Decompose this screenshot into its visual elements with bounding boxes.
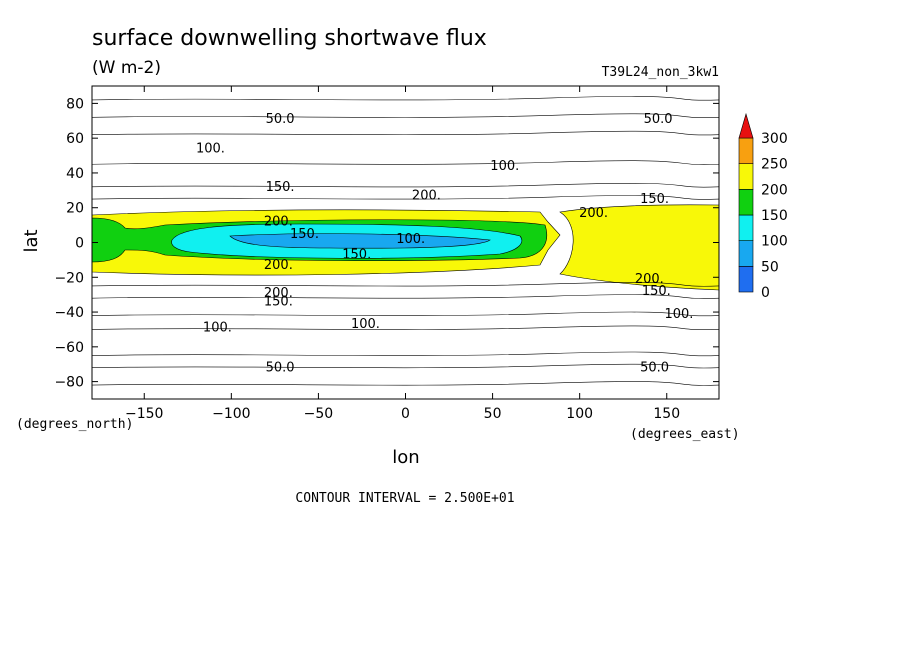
contour-label: 100. (664, 307, 693, 322)
chart-units: (W m-2) (92, 58, 161, 78)
contour-label: 150. (640, 192, 669, 207)
contour-line (91, 183, 720, 188)
contour-label: 200. (264, 215, 293, 230)
contour-line (91, 282, 720, 287)
contour-label: 150. (290, 227, 319, 242)
y-tick-label: 40 (66, 166, 84, 182)
y-tick-label: 20 (66, 201, 84, 217)
contour-label: 200. (579, 206, 608, 221)
colorbar-level-label: 250 (761, 157, 788, 173)
x-tick-label: −100 (212, 406, 250, 422)
colorbar-level-label: 100 (761, 234, 788, 250)
y-unit-label: (degrees_north) (16, 417, 133, 432)
colorbar-level-label: 200 (761, 182, 788, 198)
y-tick-label: 80 (66, 96, 84, 112)
x-tick-label: −150 (125, 406, 163, 422)
colorbar-swatch (738, 137, 754, 164)
colorbar: 0 50 100 150 200 250 300 (738, 112, 788, 301)
run-label: T39L24_non_3kw1 (602, 65, 719, 80)
contour-line (91, 96, 720, 101)
contour-label: 100. (490, 159, 519, 174)
y-axis-title: lat (21, 229, 42, 252)
y-tick-label: −40 (54, 305, 84, 321)
colorbar-level-label: 300 (761, 131, 788, 147)
x-tick-label: 100 (566, 406, 593, 422)
y-tick-label: −60 (54, 340, 84, 356)
y-tick-label: 60 (66, 131, 84, 147)
contour-label: 150. (342, 248, 371, 263)
contour-label: 50.0 (644, 112, 673, 127)
east-subtropical-zone (559, 204, 720, 291)
colorbar-level-label: 0 (761, 285, 770, 301)
contour-label: 100. (196, 142, 225, 157)
equatorial-minimum (229, 233, 491, 249)
contour-label: 50.0 (266, 112, 295, 127)
axes: −150 −100 −50 0 50 100 150 −80 −60 −40 −20 0 20 40 60 8… (54, 85, 720, 422)
x-unit-label: (degrees_east) (630, 427, 740, 442)
contour-line (91, 130, 720, 136)
contour-label: 150. (642, 284, 671, 299)
colorbar-swatch (738, 214, 754, 241)
contour-label: 100. (351, 317, 380, 332)
contour-line (91, 363, 720, 369)
x-tick-label: 50 (484, 406, 502, 422)
contour-line (91, 381, 720, 386)
contour-line (91, 325, 720, 331)
contour-label: 50.0 (266, 361, 295, 376)
y-tick-label: 0 (75, 236, 84, 252)
contour-label: 100. (396, 232, 425, 247)
colorbar-swatch (738, 163, 754, 190)
contour-line (91, 294, 720, 299)
contour-label: 100. (203, 321, 232, 336)
contour-label: 50.0 (640, 361, 669, 376)
plot-area: 50.0 50.0100.100.150.150.200.200.200.150.… (91, 96, 720, 386)
colorbar-overflow-arrow (738, 112, 754, 139)
contour-line (91, 311, 720, 317)
y-tick-label: −80 (54, 375, 84, 391)
x-tick-label: −50 (304, 406, 334, 422)
contour-label: 200. (412, 189, 441, 204)
x-tick-label: 150 (653, 406, 680, 422)
colorbar-level-label: 150 (761, 208, 788, 224)
colorbar-swatch (738, 240, 754, 267)
colorbar-level-label: 50 (761, 259, 779, 275)
x-tick-label: 0 (401, 406, 410, 422)
colorbar-swatch (738, 189, 754, 216)
contour-label: 200. (264, 286, 293, 301)
contour-label: 150. (264, 295, 293, 310)
colorbar-swatch (738, 266, 754, 293)
x-axis-title: lon (392, 447, 419, 468)
contour-label: 200. (635, 272, 664, 287)
contour-label: 150. (266, 180, 295, 195)
contour-line (91, 351, 720, 357)
contour-line (91, 195, 720, 200)
contour-line (91, 160, 720, 165)
y-tick-label: −20 (54, 270, 84, 286)
contour-line (91, 113, 720, 118)
contour-label: 200. (264, 258, 293, 273)
chart-title: surface downwelling shortwave flux (92, 26, 487, 51)
contour-interval-note: CONTOUR INTERVAL = 2.500E+01 (295, 491, 514, 506)
